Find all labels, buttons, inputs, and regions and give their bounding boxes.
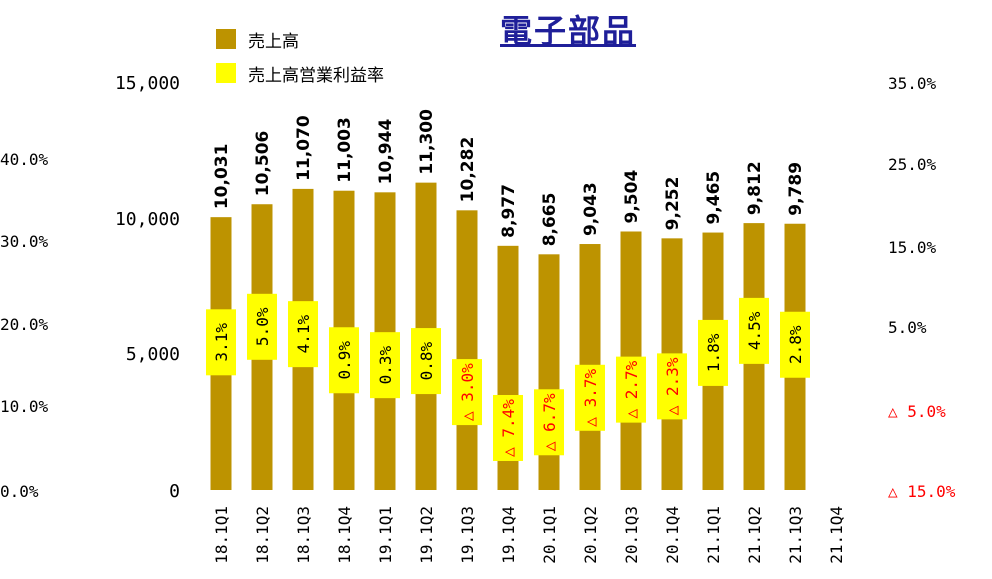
margin-label: △ 3.0% [458, 363, 477, 421]
y-outer-left-tick: 20.0% [0, 315, 49, 334]
x-tick-label: 19.1Q4 [499, 506, 518, 564]
margin-label: △ 3.7% [581, 369, 600, 427]
legend: 売上高 売上高営業利益率 [216, 22, 384, 90]
y-right-tick: 25.0% [888, 155, 937, 174]
sales-label: 9,252 [663, 177, 683, 231]
margin-label: △ 6.7% [540, 393, 559, 451]
sales-label: 10,031 [212, 144, 232, 210]
margin-label-box [247, 293, 277, 360]
y-outer-left-tick: 10.0% [0, 397, 49, 416]
y-right-tick: 5.0% [888, 318, 927, 337]
y-outer-left-tick: 30.0% [0, 232, 49, 251]
sales-label: 8,665 [540, 193, 560, 247]
margin-label-box [206, 309, 236, 376]
legend-swatch-sales [216, 29, 236, 49]
margin-label-box [780, 311, 810, 378]
x-tick-label: 20.1Q2 [581, 506, 600, 564]
x-tick-label: 21.1Q3 [786, 506, 805, 564]
margin-label-box [657, 353, 687, 420]
sales-label: 9,789 [786, 162, 806, 216]
y-right-tick: 35.0% [888, 74, 937, 93]
x-tick-label: 21.1Q2 [745, 506, 764, 564]
sales-label: 10,944 [376, 119, 396, 185]
margin-label-box [411, 328, 441, 395]
margin-label: 0.3% [376, 346, 395, 385]
x-tick-label: 19.1Q1 [376, 506, 395, 564]
margin-label-box [575, 364, 605, 431]
margin-label-box [288, 301, 318, 368]
margin-label: △ 2.3% [663, 357, 682, 415]
y-left-tick: 0 [169, 481, 180, 502]
margin-label: 4.5% [745, 311, 764, 350]
y-right-tick: △ 5.0% [888, 402, 946, 421]
y-outer-left-tick: 40.0% [0, 150, 49, 169]
y-left-tick: 15,000 [115, 73, 180, 94]
margin-label: 4.1% [294, 315, 313, 354]
sales-label: 9,465 [704, 171, 724, 225]
margin-label: △ 7.4% [499, 399, 518, 457]
x-tick-label: 18.1Q3 [294, 506, 313, 564]
margin-label-box [616, 356, 646, 423]
margin-label-box [329, 327, 359, 394]
sales-label: 9,504 [622, 170, 642, 224]
x-tick-label: 20.1Q4 [663, 506, 682, 564]
y-left-tick: 10,000 [115, 209, 180, 230]
x-tick-label: 21.1Q1 [704, 506, 723, 564]
legend-item-margin: 売上高営業利益率 [216, 56, 384, 90]
margin-label: 1.8% [704, 333, 723, 372]
sales-label: 11,070 [294, 115, 314, 181]
margin-label-box [452, 359, 482, 426]
sales-label: 11,300 [417, 109, 437, 175]
y-right-tick: △ 15.0% [888, 482, 956, 501]
x-tick-label: 21.1Q4 [827, 506, 846, 564]
legend-label-margin: 売上高営業利益率 [248, 65, 384, 86]
margin-label: 3.1% [212, 323, 231, 362]
y-outer-left-tick: 0.0% [0, 482, 39, 501]
margin-label: 0.8% [417, 341, 436, 380]
margin-label: 2.8% [786, 325, 805, 364]
sales-label: 8,977 [499, 184, 519, 238]
legend-swatch-margin [216, 63, 236, 83]
sales-label: 9,043 [581, 182, 601, 236]
margin-label: △ 2.7% [622, 360, 641, 418]
x-tick-label: 19.1Q3 [458, 506, 477, 564]
x-tick-label: 19.1Q2 [417, 506, 436, 564]
chart-title: 電子部品 [500, 12, 637, 50]
sales-label: 10,506 [253, 131, 273, 197]
y-right-tick: 15.0% [888, 238, 937, 257]
x-tick-label: 18.1Q1 [212, 506, 231, 564]
x-tick-label: 18.1Q4 [335, 506, 354, 564]
margin-label: 0.9% [335, 341, 354, 380]
x-tick-label: 20.1Q3 [622, 506, 641, 564]
margin-label-box [739, 297, 769, 364]
sales-bar [456, 210, 478, 491]
x-tick-label: 18.1Q2 [253, 506, 272, 564]
legend-label-sales: 売上高 [248, 31, 299, 52]
sales-label: 11,003 [335, 117, 355, 183]
sales-label: 9,812 [745, 161, 765, 215]
margin-label-box [493, 394, 523, 461]
margin-label-box [698, 319, 728, 386]
legend-item-sales: 売上高 [216, 22, 384, 56]
margin-label-box [370, 332, 400, 399]
y-left-tick: 5,000 [126, 344, 180, 365]
margin-label: 5.0% [253, 307, 272, 346]
sales-label: 10,282 [458, 137, 478, 203]
x-tick-label: 20.1Q1 [540, 506, 559, 564]
margin-label-box [534, 389, 564, 456]
